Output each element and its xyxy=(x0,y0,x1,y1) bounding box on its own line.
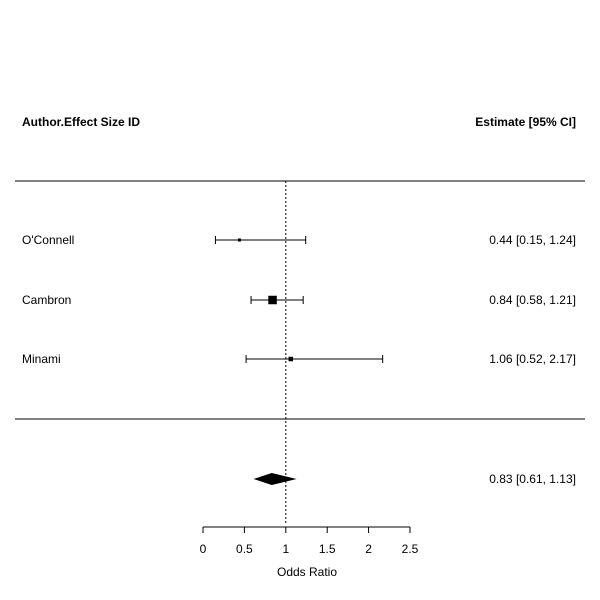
summary-diamond xyxy=(253,473,297,485)
summary-row: 0.83 [0.61, 1.13] xyxy=(253,472,576,486)
x-tick-label: 2.5 xyxy=(402,542,419,556)
x-axis-label: Odds Ratio xyxy=(277,565,337,579)
estimate-marker xyxy=(237,238,241,242)
study-label: O'Connell xyxy=(22,233,74,247)
estimate-ci-text: 0.44 [0.15, 1.24] xyxy=(489,233,576,247)
study-row: Minami 1.06 [0.52, 2.17] xyxy=(22,352,576,366)
estimate-ci-text: 1.06 [0.52, 2.17] xyxy=(489,352,576,366)
estimate-marker xyxy=(268,295,277,305)
study-label: Cambron xyxy=(22,293,71,307)
x-axis: 0 0.5 1 1.5 2 2.5 xyxy=(200,526,419,556)
study-row: O'Connell 0.44 [0.15, 1.24] xyxy=(22,233,576,247)
estimate-ci-text: 0.84 [0.58, 1.21] xyxy=(489,293,576,307)
x-tick-label: 1.5 xyxy=(319,542,336,556)
study-rows: O'Connell 0.44 [0.15, 1.24] Cambron 0.84 [0… xyxy=(22,233,576,366)
x-tick-label: 0.5 xyxy=(236,542,253,556)
summary-ci-text: 0.83 [0.61, 1.13] xyxy=(489,472,576,486)
header-left: Author.Effect Size ID xyxy=(22,115,140,129)
header-right: Estimate [95% CI] xyxy=(475,115,576,129)
x-tick-label: 1 xyxy=(282,542,289,556)
study-label: Minami xyxy=(22,352,61,366)
x-tick-label: 0 xyxy=(200,542,207,556)
estimate-marker xyxy=(288,356,294,362)
x-tick-label: 2 xyxy=(365,542,372,556)
study-row: Cambron 0.84 [0.58, 1.21] xyxy=(22,293,576,307)
